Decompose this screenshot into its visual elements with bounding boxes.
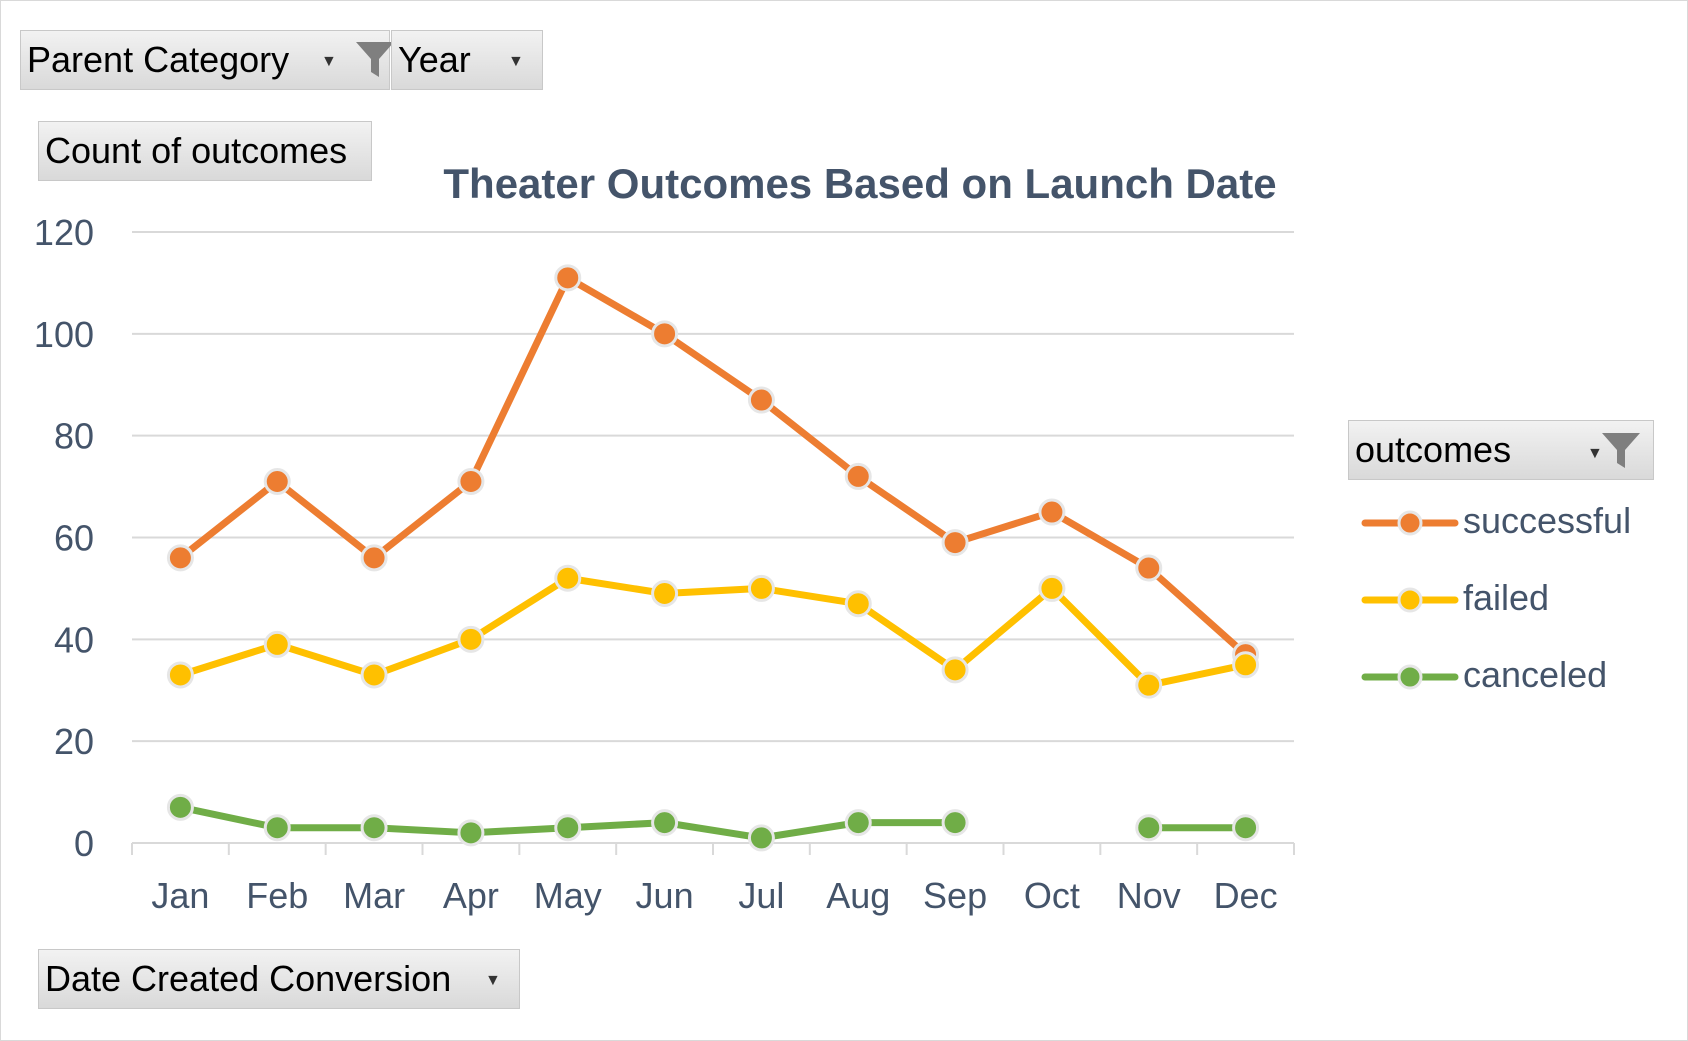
data-point-failed [1135,671,1163,699]
filter-funnel-icon [356,42,394,77]
dropdown-caret-icon: ▼ [321,53,337,70]
series-line-failed [176,574,1250,689]
x-tick-label: Apr [443,875,499,916]
data-point-canceled [747,824,775,852]
x-tick-label: Jul [738,875,784,916]
data-point-successful [166,544,194,572]
data-point-failed [360,661,388,689]
data-point-failed [651,580,679,608]
data-point-canceled [651,809,679,837]
date-created-conversion-label: Date Created Conversion [45,958,452,999]
year-label: Year [398,39,471,80]
series-canceled [166,793,1260,852]
axes: 0 20 40 60 80 100 120 Jan Feb Mar Apr May Jun Jul Aug S… [34,212,1295,916]
data-point-successful [1038,498,1066,526]
gridlines [132,231,1294,743]
legend-label-failed: failed [1463,577,1550,618]
x-tick-label: Jun [636,875,694,916]
data-point-canceled [166,793,194,821]
data-point-successful [554,264,582,292]
dropdown-caret-icon: ▼ [508,53,524,70]
data-point-canceled [844,809,872,837]
data-point-successful [360,544,388,572]
data-point-failed [1232,651,1260,679]
data-point-canceled [360,814,388,842]
data-point-successful [651,320,679,348]
year-filter-button[interactable]: Year ▼ [391,30,543,90]
data-point-failed [747,574,775,602]
x-tick-label: Mar [343,875,405,916]
data-point-successful [263,467,291,495]
series-line-successful [176,274,1250,659]
y-tick-label: 100 [34,314,94,355]
x-tick-label: Aug [826,875,890,916]
legend-label-canceled: canceled [1463,654,1608,695]
data-point-failed [166,661,194,689]
series-lines [166,264,1260,852]
dropdown-caret-icon: ▼ [1587,445,1603,462]
x-tick-label: Sep [923,875,987,916]
parent-category-label: Parent Category [27,39,290,80]
series-failed [166,564,1260,699]
date-created-conversion-field-button[interactable]: Date Created Conversion ▼ [38,949,520,1009]
x-tick-label: Feb [246,875,308,916]
data-point-canceled [457,819,485,847]
count-of-outcomes-label: Count of outcomes [45,130,348,171]
data-point-successful [844,462,872,490]
series-successful [166,264,1260,669]
y-tick-label: 120 [34,212,94,253]
x-tick-label: May [534,875,602,916]
chart-title: Theater Outcomes Based on Launch Date [443,160,1276,207]
data-point-failed [457,625,485,653]
data-point-canceled [554,814,582,842]
outcomes-label: outcomes [1355,429,1512,470]
data-point-successful [941,529,969,557]
data-point-canceled [263,814,291,842]
legend-label-successful: successful [1463,500,1632,541]
data-point-failed [941,656,969,684]
y-tick-label: 20 [54,721,94,762]
y-tick-label: 0 [74,823,94,864]
outcomes-legend-filter-button[interactable]: outcomes ▼ [1348,420,1654,480]
data-point-failed [1038,574,1066,602]
data-point-failed [263,630,291,658]
y-tick-label: 40 [54,619,94,660]
data-point-canceled [1135,814,1163,842]
count-of-outcomes-field-button[interactable]: Count of outcomes [38,121,372,181]
data-point-canceled [1232,814,1260,842]
filter-funnel-icon [1602,433,1640,468]
y-tick-label: 80 [54,416,94,457]
data-point-successful [1135,554,1163,582]
data-point-failed [844,590,872,618]
y-tick-label: 60 [54,518,94,559]
data-point-canceled [941,809,969,837]
x-tick-label: Dec [1214,875,1278,916]
data-point-successful [747,386,775,414]
x-tick-label: Oct [1024,875,1080,916]
x-tick-label: Jan [151,875,209,916]
parent-category-filter-button[interactable]: Parent Category ▼ [20,30,394,90]
data-point-failed [554,564,582,592]
x-tick-label: Nov [1117,875,1181,916]
data-point-successful [457,467,485,495]
dropdown-caret-icon: ▼ [485,972,501,989]
